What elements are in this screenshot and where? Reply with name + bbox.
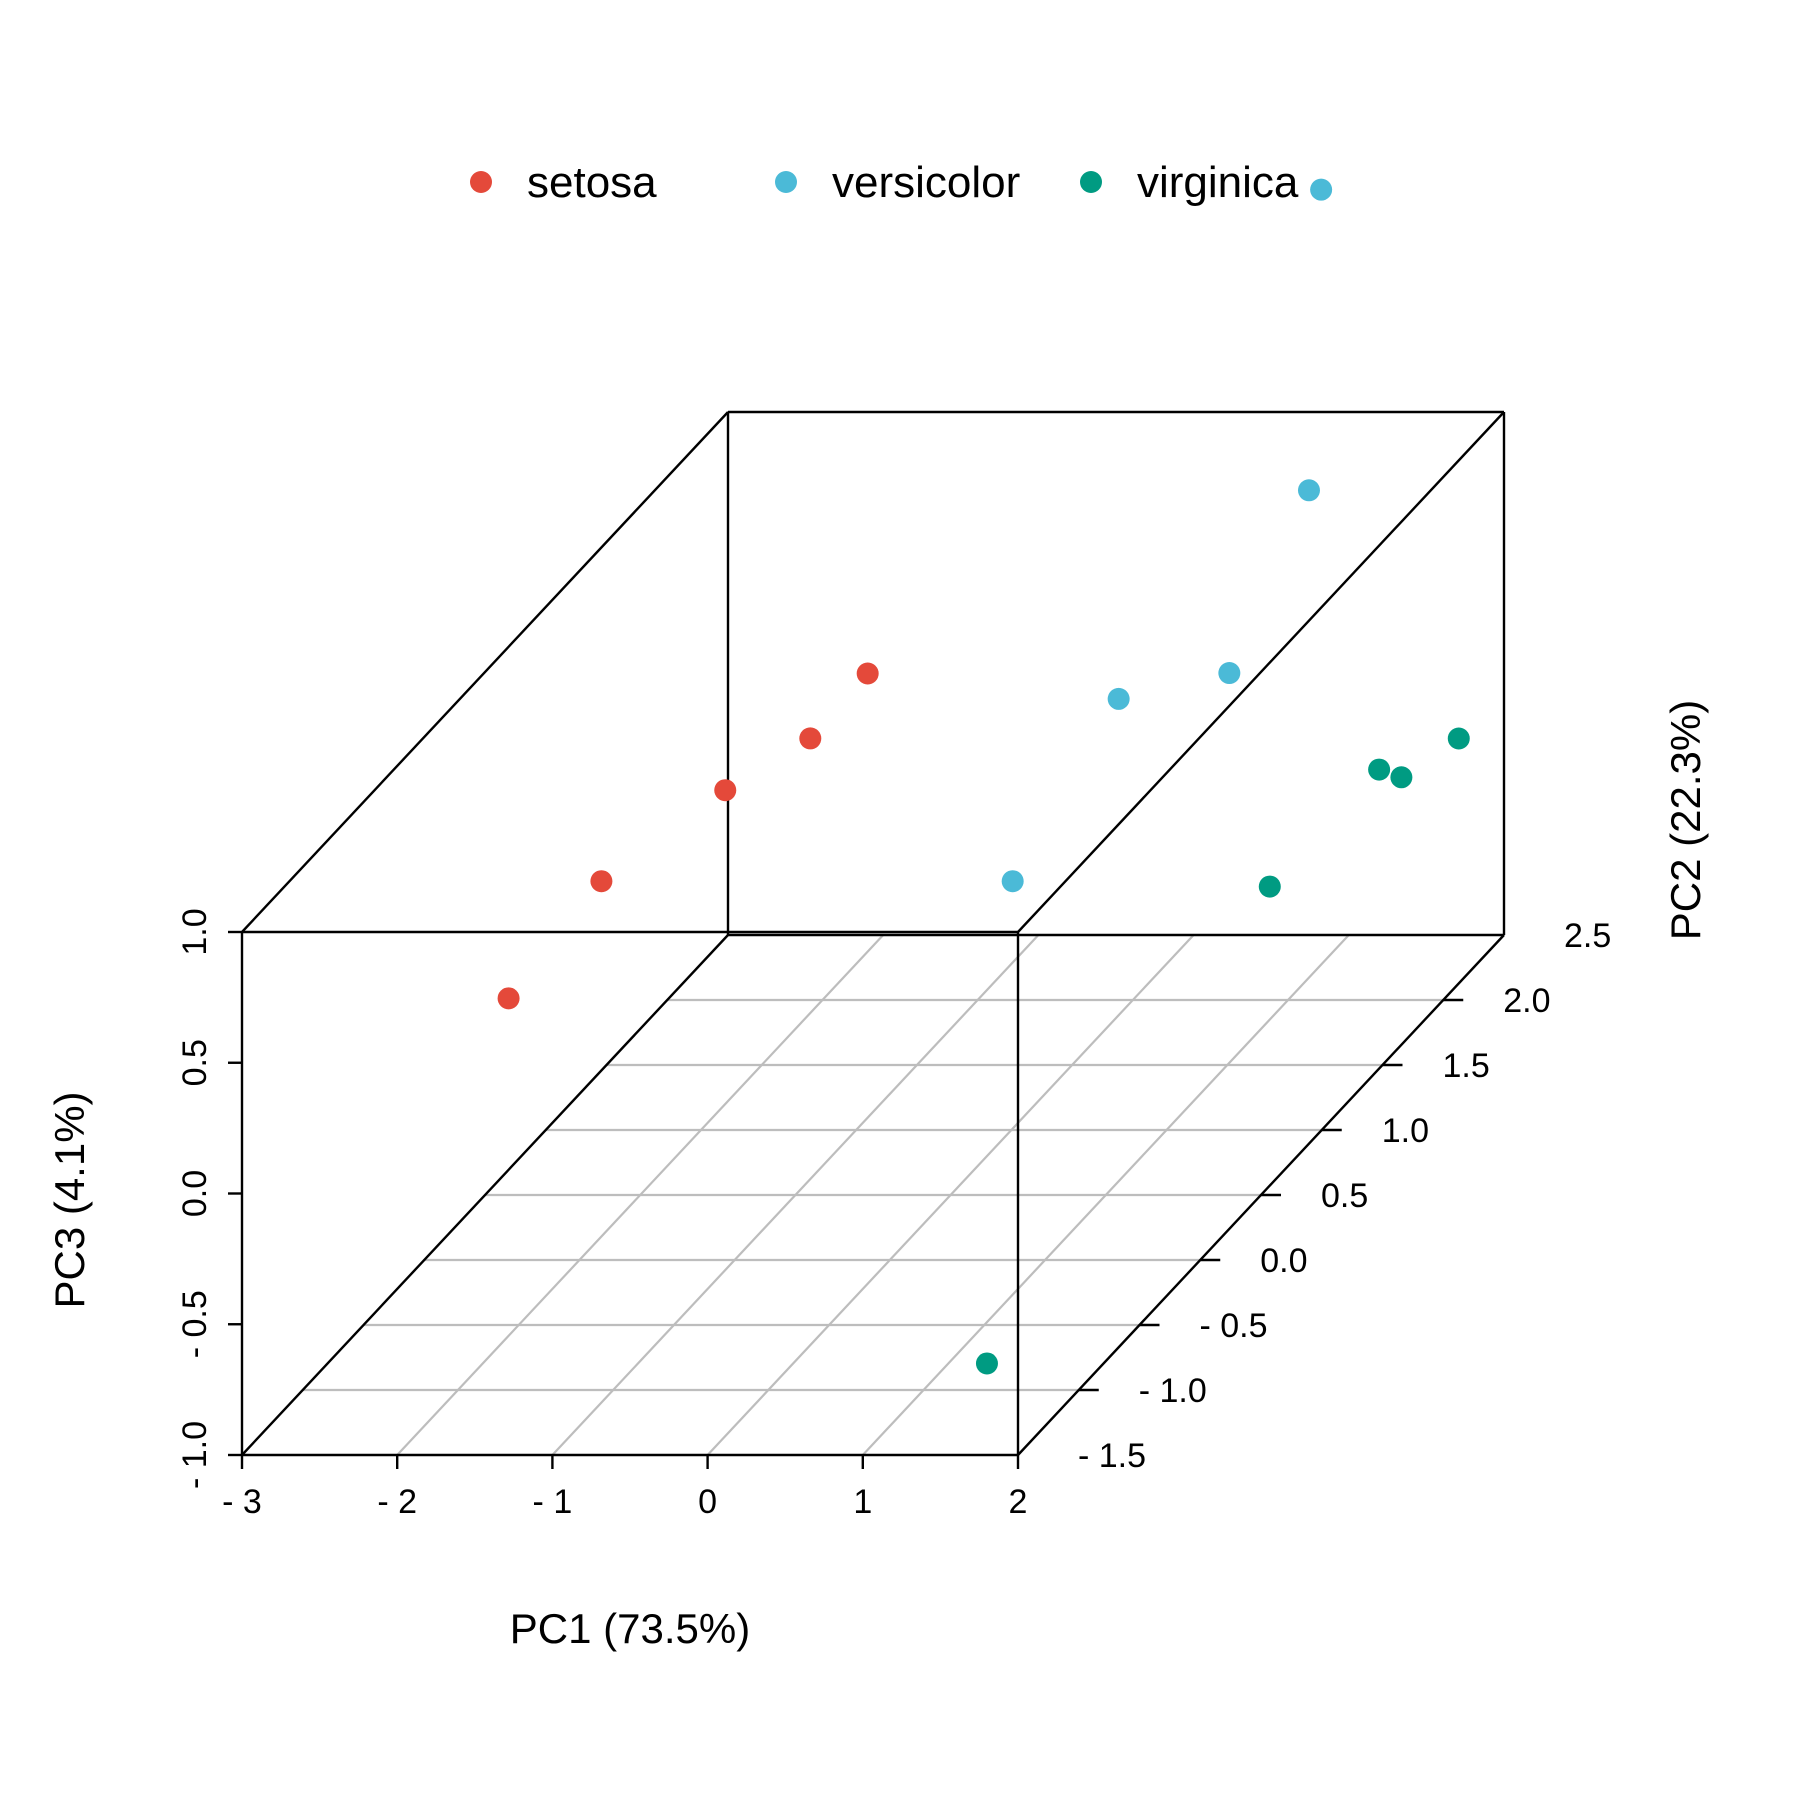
legend-label-setosa: setosa <box>527 158 657 207</box>
x-tick-label: 2 <box>1009 1483 1028 1521</box>
legend: setosa versicolor virginica <box>470 158 1299 207</box>
box-frame <box>240 410 1506 1457</box>
legend-marker-versicolor <box>775 171 797 193</box>
z-axis-title: PC3 (4.1%) <box>46 1091 93 1308</box>
legend-label-virginica: virginica <box>1137 158 1299 207</box>
box-edge <box>1017 411 1505 933</box>
z-tick-label: 1.0 <box>176 908 214 955</box>
x-tick-label: 0 <box>698 1483 717 1521</box>
data-point-virginica <box>1368 758 1391 781</box>
tick-layer: - 3 - 2 - 1 0 1 2 - 1.5 - 1.0 - 0.5 0.0 0.5 1.0 1.5 2… <box>176 908 1611 1521</box>
data-point-setosa <box>497 987 520 1010</box>
data-point-virginica <box>975 1352 998 1375</box>
z-tick-label: 0.5 <box>176 1039 214 1086</box>
legend-marker-setosa <box>470 171 492 193</box>
data-point-virginica <box>1447 727 1470 750</box>
grid-layer <box>302 934 1444 1456</box>
legend-marker-virginica <box>1080 171 1102 193</box>
z-tick-label: - 0.5 <box>176 1290 214 1358</box>
data-point-setosa <box>590 870 613 893</box>
data-point-versicolor <box>1310 178 1333 201</box>
data-point-versicolor <box>1001 870 1024 893</box>
data-point-versicolor <box>1297 479 1320 502</box>
data-point-setosa <box>714 779 737 802</box>
box-edge <box>241 934 729 1456</box>
data-point-setosa <box>856 662 879 685</box>
y-tick-label: - 1.5 <box>1078 1437 1146 1475</box>
y-tick-label: 2.5 <box>1564 917 1611 955</box>
y-tick-label: 1.5 <box>1443 1047 1490 1085</box>
x-tick-label: - 3 <box>222 1483 262 1521</box>
y-tick-label: - 0.5 <box>1200 1307 1268 1345</box>
x-tick-label: 1 <box>853 1483 872 1521</box>
data-point-virginica <box>1258 875 1281 898</box>
y-tick-label: 2.0 <box>1503 982 1550 1020</box>
data-point-virginica <box>1390 766 1413 789</box>
y-tick-label: 1.0 <box>1382 1112 1429 1150</box>
data-point-versicolor <box>1107 687 1130 710</box>
data-point-versicolor <box>1218 662 1241 685</box>
x-tick-label: - 1 <box>533 1483 573 1521</box>
x-axis-title: PC1 (73.5%) <box>510 1605 750 1652</box>
y-tick-label: 0.0 <box>1260 1242 1307 1280</box>
y-tick-label: 0.5 <box>1321 1177 1368 1215</box>
x-tick-label: - 2 <box>377 1483 417 1521</box>
point-layer <box>497 178 1470 1375</box>
y-axis-title: PC2 (22.3%) <box>1662 700 1709 940</box>
y-tick-label: - 1.0 <box>1139 1372 1207 1410</box>
legend-label-versicolor: versicolor <box>832 158 1020 207</box>
z-tick-label: - 1.0 <box>176 1421 214 1489</box>
data-point-setosa <box>799 727 822 750</box>
z-tick-label: 0.0 <box>176 1170 214 1217</box>
box-edge <box>241 411 729 933</box>
